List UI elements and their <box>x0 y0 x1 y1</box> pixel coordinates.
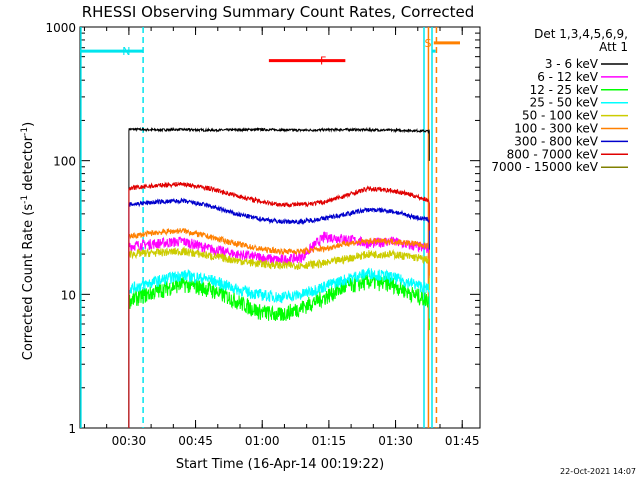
state-lines <box>81 27 437 428</box>
annotation-F: F <box>320 55 326 68</box>
legend-header-detectors: Det 1,3,4,5,6,9, <box>534 27 628 41</box>
chart-title: RHESSI Observing Summary Count Rates, Co… <box>82 3 475 21</box>
legend-label-2: 12 - 25 keV <box>530 83 599 97</box>
legend-label-6: 300 - 800 keV <box>514 134 598 148</box>
x-tick-label-3: 01:15 <box>312 434 347 448</box>
legend-label-3: 25 - 50 keV <box>530 96 599 110</box>
y-tick-label-1: 10 <box>61 288 76 302</box>
y-tick-label-2: 100 <box>53 155 76 169</box>
x-tick-label-5: 01:45 <box>445 434 480 448</box>
y-axis-label-exp2: -1 <box>20 127 30 136</box>
legend-label-1: 6 - 12 keV <box>537 70 599 84</box>
plot-frame <box>80 27 480 428</box>
legend-label-0: 3 - 6 keV <box>545 57 599 71</box>
annotation-N: N <box>122 45 130 58</box>
x-tick-label-4: 01:30 <box>378 434 413 448</box>
x-tick-label-0: 00:30 <box>112 434 147 448</box>
plot-border <box>80 27 480 428</box>
legend-label-4: 50 - 100 keV <box>522 109 599 123</box>
x-tick-label-1: 00:45 <box>178 434 213 448</box>
x-tick-label-2: 01:00 <box>245 434 280 448</box>
annotation-layer: N F S <box>80 37 460 68</box>
y-tick-label-0: 1 <box>68 422 76 436</box>
y-axis: 1 10 100 1000 <box>45 21 480 436</box>
y-tick-label-3: 1000 <box>45 21 76 35</box>
annotation-S: S <box>424 37 431 50</box>
y-axis-label: Corrected Count Rate (s-1 detector-1) <box>20 122 36 360</box>
y-axis-label-end: ) <box>21 122 36 127</box>
legend-label-7: 800 - 7000 keV <box>507 147 599 161</box>
series-line-3 <box>129 268 429 428</box>
y-axis-label-mid: detector <box>21 135 36 195</box>
count-rate-chart: RHESSI Observing Summary Count Rates, Co… <box>0 0 640 480</box>
series-line-1 <box>129 232 429 428</box>
series-line-7 <box>129 182 429 428</box>
legend-header-attenuator: Att 1 <box>599 40 628 54</box>
x-axis-label: Start Time (16-Apr-14 00:19:22) <box>176 457 384 472</box>
series-layer <box>129 128 429 428</box>
y-axis-label-exp1: -1 <box>20 195 30 204</box>
legend-label-5: 100 - 300 keV <box>514 122 598 136</box>
footer-date: 22-Oct-2021 14:07 <box>560 467 636 476</box>
legend-label-8: 7000 - 15000 keV <box>491 160 598 174</box>
y-axis-label-main: Corrected Count Rate (s <box>21 204 36 361</box>
